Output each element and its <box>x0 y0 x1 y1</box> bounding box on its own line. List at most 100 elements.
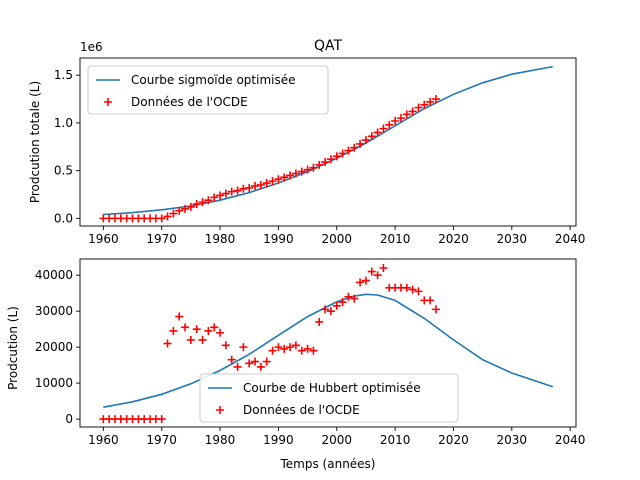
bottom-data-point <box>315 317 324 326</box>
top-data-point <box>245 183 254 192</box>
top-data-point <box>309 163 318 172</box>
bottom-data-point <box>402 283 411 292</box>
top-data-point <box>221 189 230 198</box>
bottom-data-point <box>274 343 283 352</box>
top-data-point <box>233 186 242 195</box>
bottom-data-point <box>303 344 312 353</box>
top-data-point <box>408 107 417 116</box>
top-x-tick-label: 1960 <box>88 232 119 246</box>
top-x-tick-label: 1970 <box>146 232 177 246</box>
bottom-x-tick-label: 1960 <box>88 433 119 447</box>
bottom-data-point <box>414 287 423 296</box>
top-data-point <box>426 97 435 106</box>
top-data-point <box>396 114 405 123</box>
top-data-point <box>192 200 201 209</box>
bottom-data-point <box>309 346 318 355</box>
bottom-data-point <box>379 263 388 272</box>
top-data-point <box>373 128 382 137</box>
top-x-tick-label: 2040 <box>555 232 586 246</box>
bottom-data-point <box>350 294 359 303</box>
top-data-point <box>181 204 190 213</box>
bottom-axes-frame <box>79 258 577 428</box>
top-data-point <box>303 165 312 174</box>
top-y-tick-label: 0.0 <box>54 211 73 225</box>
top-data-point <box>367 132 376 141</box>
bottom-data-point <box>169 326 178 335</box>
top-data-point <box>402 110 411 119</box>
top-data-point <box>321 158 330 167</box>
top-x-tick-label: 1990 <box>263 232 294 246</box>
top-x-tick-label: 2020 <box>438 232 469 246</box>
bottom-plot-area: 1960 1970 1980 1990 2000 2010 2020 2030 2040 0 100… <box>35 258 586 447</box>
top-data-point <box>315 160 324 169</box>
top-data-point <box>391 117 400 125</box>
bottom-data-point <box>431 305 440 314</box>
top-legend-box <box>87 65 329 115</box>
top-data-point <box>379 124 388 133</box>
bottom-legend-marker-swatch <box>216 406 224 414</box>
bottom-data-point <box>344 292 353 301</box>
top-data-point <box>262 179 271 188</box>
top-legend-marker-swatch <box>104 98 112 106</box>
top-data-point <box>350 143 359 152</box>
top-data-point <box>227 187 236 196</box>
top-data-point <box>326 155 335 164</box>
top-offset-text: 1e6 <box>80 40 103 54</box>
bottom-x-tick-label: 2010 <box>380 433 411 447</box>
bottom-x-tick-label: 2040 <box>555 433 586 447</box>
bottom-xlabel: Temps (années) <box>280 457 376 471</box>
bottom-x-tick-label: 1970 <box>146 433 177 447</box>
top-data-point <box>280 173 289 182</box>
bottom-data-point <box>221 341 230 350</box>
bottom-data-point <box>291 341 300 350</box>
bottom-ylabel: Prodcution (L) <box>6 306 20 390</box>
bottom-legend-box <box>199 373 459 423</box>
top-data-point <box>175 206 184 215</box>
bottom-data-point <box>181 323 190 332</box>
top-data-point <box>186 202 195 211</box>
top-data-point <box>420 100 429 109</box>
chart-title: QAT <box>314 38 343 54</box>
bottom-x-tick-label: 1980 <box>205 433 236 447</box>
top-data-point <box>268 177 277 186</box>
bottom-data-point <box>233 362 242 371</box>
bottom-data-point <box>251 357 260 366</box>
top-data-point <box>157 214 166 223</box>
top-data-point <box>431 95 440 104</box>
top-y-tick-label: 1.5 <box>54 68 73 82</box>
top-data-point <box>274 175 283 184</box>
top-legend-label: Courbe sigmoïde optimisée <box>131 73 296 87</box>
bottom-x-tick-label: 2000 <box>321 433 352 447</box>
top-data-point <box>210 193 219 202</box>
top-data-point <box>385 120 394 129</box>
bottom-data-point <box>373 271 382 280</box>
bottom-data-point <box>204 326 213 335</box>
top-x-tick-label: 2010 <box>380 232 411 246</box>
top-data-point <box>163 212 172 221</box>
bottom-y-tick-label: 40000 <box>35 268 73 282</box>
bottom-data-point <box>280 344 289 353</box>
top-data-point <box>297 167 306 176</box>
bottom-data-point <box>268 346 277 355</box>
bottom-data-point <box>262 357 271 366</box>
bottom-data-point <box>198 335 207 344</box>
bottom-data-point <box>356 278 365 287</box>
bottom-data-point <box>192 325 201 334</box>
top-x-tick-label: 2030 <box>497 232 528 246</box>
bottom-y-tick-label: 10000 <box>35 376 73 390</box>
top-data-point <box>338 149 347 158</box>
bottom-data-point <box>175 312 184 321</box>
top-data-point <box>204 196 213 205</box>
bottom-y-tick-label: 0 <box>65 412 73 426</box>
bottom-data-point <box>361 276 370 285</box>
top-x-tick-label: 1980 <box>205 232 236 246</box>
bottom-legend-label: Courbe de Hubbert optimisée <box>243 381 421 395</box>
top-x-tick-label: 2000 <box>321 232 352 246</box>
bottom-x-tick-label: 2020 <box>438 433 469 447</box>
top-ylabel: Prodcution totale (L) <box>28 81 42 203</box>
bottom-data-point <box>321 305 330 314</box>
bottom-data-point <box>367 267 376 276</box>
top-data-point <box>286 171 295 180</box>
top-y-tick-label: 1.0 <box>54 116 73 130</box>
